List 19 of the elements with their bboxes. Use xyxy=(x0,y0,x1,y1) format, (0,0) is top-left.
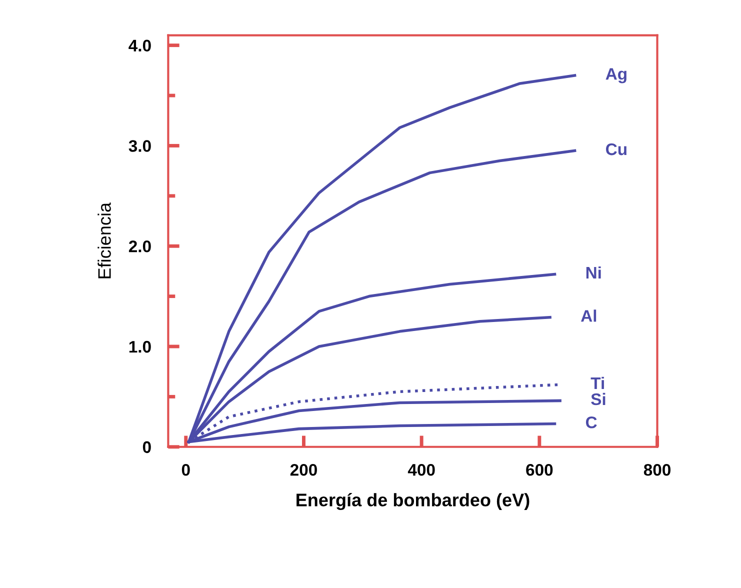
y-tick-label: 1.0 xyxy=(129,340,151,353)
y-tick-label: 3.0 xyxy=(128,140,151,152)
y-tick-label: 2.0 xyxy=(128,240,151,252)
series-label: Ti xyxy=(590,376,604,389)
series-label: Ni xyxy=(586,266,601,279)
y-tick-label: 4.0 xyxy=(128,40,151,52)
x-tick-label: 200 xyxy=(290,464,317,476)
series-label: Al xyxy=(580,310,596,322)
series-label: Cu xyxy=(606,143,626,156)
x-tick-label: 400 xyxy=(408,464,435,476)
x-tick-label: 0 xyxy=(182,464,190,476)
x-tick-label: 600 xyxy=(526,464,553,476)
x-axis-title: Energía de bombardeo (eV) xyxy=(296,492,530,510)
series-label: Ag xyxy=(606,68,626,84)
series-label: Si xyxy=(591,392,606,406)
y-axis-title: Eficiencia xyxy=(98,202,111,278)
x-tick-label: 800 xyxy=(644,464,670,476)
series-label: C xyxy=(586,416,597,428)
y-tick-label: 0 xyxy=(142,441,151,454)
